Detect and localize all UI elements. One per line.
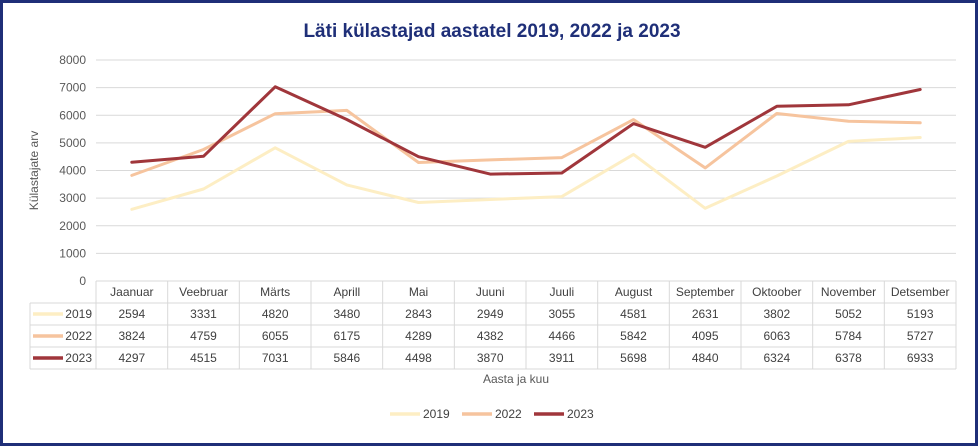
data-label: 5842 [620, 329, 647, 343]
data-label: 5193 [907, 307, 934, 321]
y-tick-label: 7000 [59, 81, 86, 95]
y-tick-label: 3000 [59, 191, 86, 205]
data-label: 6324 [763, 351, 790, 365]
data-label: 3055 [548, 307, 575, 321]
x-category-label: August [615, 285, 653, 299]
data-label: 4289 [405, 329, 432, 343]
data-label: 6933 [907, 351, 934, 365]
series-line-2023 [130, 85, 922, 176]
data-label: 3802 [763, 307, 790, 321]
y-tick-label: 4000 [59, 164, 86, 178]
x-category-label: Märts [260, 285, 290, 299]
data-label: 4840 [692, 351, 719, 365]
y-tick-label: 2000 [59, 219, 86, 233]
y-axis-title: Külastajate arv [27, 131, 41, 210]
x-category-label: Juuni [476, 285, 505, 299]
data-label: 2949 [477, 307, 504, 321]
data-label: 4297 [118, 351, 145, 365]
x-category-label: Mai [409, 285, 428, 299]
chart-svg: 0 1000 2000 3000 4000 5000 6000 7000 8000 Külasta… [27, 53, 957, 421]
legend-label-2019: 2019 [423, 407, 450, 421]
y-tick-label: 8000 [59, 53, 86, 67]
legend-label-2022: 2022 [495, 407, 522, 421]
table-series-name: 2019 [65, 307, 92, 321]
data-label: 7031 [262, 351, 289, 365]
x-category-label: Juuli [549, 285, 574, 299]
legend-label-2023: 2023 [567, 407, 594, 421]
data-label: 6175 [333, 329, 360, 343]
x-category-label: Detsember [891, 285, 950, 299]
data-label: 6378 [835, 351, 862, 365]
data-label: 5846 [333, 351, 360, 365]
y-tick-label: 6000 [59, 108, 86, 122]
data-label: 6055 [262, 329, 289, 343]
x-category-label: Veebruar [179, 285, 228, 299]
data-label: 3870 [477, 351, 504, 365]
data-label: 4581 [620, 307, 647, 321]
data-label: 2594 [118, 307, 145, 321]
data-label: 4466 [548, 329, 575, 343]
data-label: 4759 [190, 329, 217, 343]
table-series-name: 2022 [65, 329, 92, 343]
x-category-label: November [821, 285, 876, 299]
series-line-2019 [130, 136, 922, 211]
data-label: 4515 [190, 351, 217, 365]
y-tick-label: 0 [79, 274, 86, 288]
x-category-label: Aprill [333, 285, 360, 299]
data-label: 4095 [692, 329, 719, 343]
x-category-label: Oktoober [752, 285, 801, 299]
data-label: 5784 [835, 329, 862, 343]
table-series-name: 2023 [65, 351, 92, 365]
y-tick-label: 5000 [59, 136, 86, 150]
data-label: 5727 [907, 329, 934, 343]
data-label: 5698 [620, 351, 647, 365]
data-label: 6063 [763, 329, 790, 343]
data-label: 2631 [692, 307, 719, 321]
y-tick-label: 1000 [59, 246, 86, 260]
x-category-label: September [676, 285, 735, 299]
data-label: 3911 [549, 351, 575, 365]
data-label: 2843 [405, 307, 432, 321]
x-axis-title: Aasta ja kuu [483, 372, 549, 386]
data-label: 5052 [835, 307, 862, 321]
data-label: 4382 [477, 329, 504, 343]
data-label: 3824 [118, 329, 145, 343]
data-label: 4820 [262, 307, 289, 321]
data-label: 3480 [333, 307, 360, 321]
chart-title: Läti külastajad aastatel 2019, 2022 ja 2… [303, 21, 681, 42]
data-label: 3331 [190, 307, 217, 321]
x-category-label: Jaanuar [110, 285, 153, 299]
data-label: 4498 [405, 351, 432, 365]
series-line-2022 [130, 108, 922, 177]
